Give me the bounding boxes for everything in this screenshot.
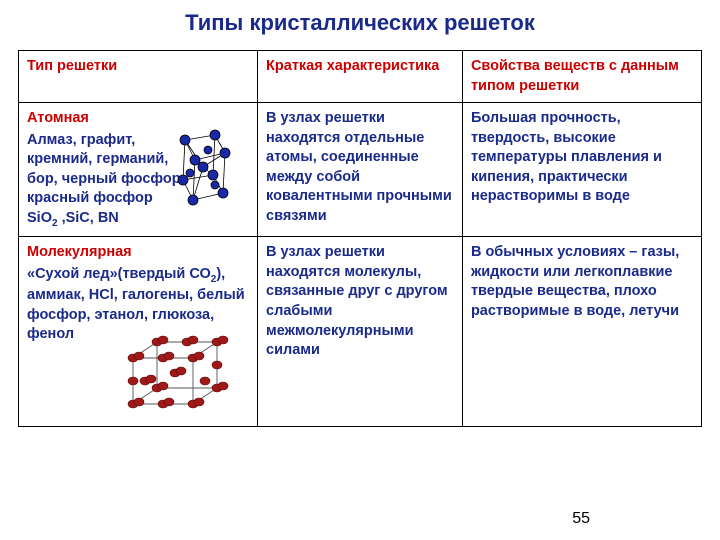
header-desc: Краткая характеристика	[258, 51, 463, 103]
header-type: Тип решетки	[19, 51, 258, 103]
examples-line: Алмаз, графит,	[27, 132, 135, 148]
cell-props-molecular: В обычных условиях – газы, жидкости или …	[462, 237, 701, 427]
formula-part: «Сухой лед»(твердый СО	[27, 266, 211, 282]
examples-line: «Сухой лед»(твердый СО2),	[27, 266, 225, 282]
cell-desc-atomic: В узлах решетки находятся отдельные атом…	[258, 103, 463, 237]
lattice-red-icon	[115, 334, 245, 422]
examples-line: красный фосфор	[27, 190, 153, 206]
examples-line: бор, черный фосфор	[27, 171, 181, 187]
formula-part: ),	[216, 266, 225, 282]
page-number: 55	[572, 510, 590, 528]
header-props: Свойства веществ с данным типом решетки	[462, 51, 701, 103]
cell-type-atomic: Атомная Алмаз, графит, кремний, германий…	[19, 103, 258, 237]
cell-desc-molecular: В узлах решетки находятся молекулы, связ…	[258, 237, 463, 427]
examples-line: SiO2 ,SiC, BN	[27, 210, 119, 226]
lattice-type-name: Молекулярная	[27, 243, 249, 263]
page-title: Типы кристаллических решеток	[18, 10, 702, 36]
lattice-table: Тип решетки Краткая характеристика Свойс…	[18, 50, 702, 427]
formula-part: SiO	[27, 210, 52, 226]
table-row: Молекулярная «Сухой лед»(твердый СО2), а…	[19, 237, 702, 427]
cell-type-molecular: Молекулярная «Сухой лед»(твердый СО2), а…	[19, 237, 258, 427]
cell-props-atomic: Большая прочность, твердость, высокие те…	[462, 103, 701, 237]
table-header-row: Тип решетки Краткая характеристика Свойс…	[19, 51, 702, 103]
formula-part: ,SiC, BN	[58, 210, 119, 226]
table-row: Атомная Алмаз, графит, кремний, германий…	[19, 103, 702, 237]
lattice-blue-icon	[165, 125, 251, 215]
examples-line: кремний, германий,	[27, 151, 168, 167]
